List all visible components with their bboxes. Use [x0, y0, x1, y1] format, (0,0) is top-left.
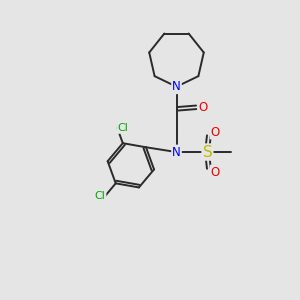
Text: S: S	[202, 145, 212, 160]
Text: N: N	[172, 146, 181, 159]
Text: Cl: Cl	[117, 123, 128, 133]
Text: O: O	[198, 101, 208, 114]
Text: N: N	[172, 80, 181, 93]
Text: Cl: Cl	[94, 191, 105, 201]
Text: O: O	[211, 166, 220, 178]
Text: O: O	[211, 125, 220, 139]
